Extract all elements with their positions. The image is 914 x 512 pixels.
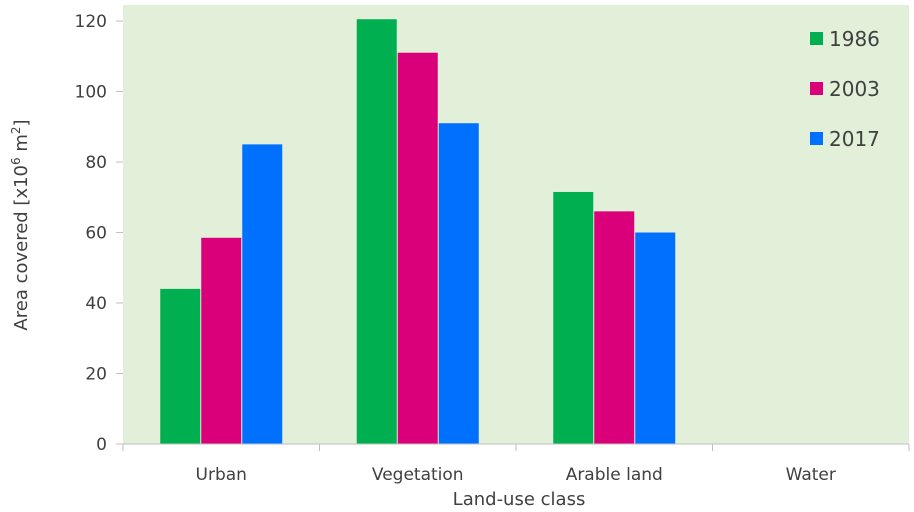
x-tick-label: Arable land [566,465,663,485]
y-axis-title-exp2: 2 [9,126,23,134]
y-axis-title-mid: m [11,134,32,157]
y-tick-label: 60 [85,224,107,244]
legend-swatch-2017 [810,132,823,145]
legend-label-2017: 2017 [829,127,880,151]
y-axis-title-end: ] [11,119,32,126]
y-axis-ticks: 0 20 40 60 80 100 120 [75,12,123,455]
legend-label-2003: 2003 [829,77,880,101]
bars-group [160,19,676,445]
x-tick-label: Vegetation [372,465,464,485]
bar-1986-urban [160,288,201,444]
y-axis-title-exp1: 6 [9,157,23,165]
y-tick-label: 0 [96,435,107,455]
y-axis-title: Area covered [x106 m2] [9,119,32,330]
bar-1986-vegetation [356,19,397,445]
x-tick-label: Urban [196,465,247,485]
bar-2003-arable-land [594,211,635,444]
x-tick-label: Water [786,465,836,485]
legend-swatch-1986 [810,32,823,45]
y-tick-label: 80 [85,153,107,173]
legend: 1986 2003 2017 [810,27,880,151]
x-axis-title: Land-use class [453,489,586,510]
y-tick-label: 40 [85,294,107,314]
y-tick-label: 20 [85,365,107,385]
bar-2003-vegetation [397,52,438,444]
bar-1986-arable-land [553,191,594,444]
y-tick-label: 100 [75,83,107,103]
legend-label-1986: 1986 [829,27,880,51]
y-axis-title-main: Area covered [x10 [11,165,32,331]
bar-2017-urban [242,144,283,444]
legend-swatch-2003 [810,82,823,95]
y-tick-label: 120 [75,12,107,32]
bar-2017-vegetation [438,123,479,444]
bar-2017-arable-land [635,232,676,444]
bar-2003-urban [201,237,242,444]
x-axis: Urban Vegetation Arable land Water [122,443,910,485]
